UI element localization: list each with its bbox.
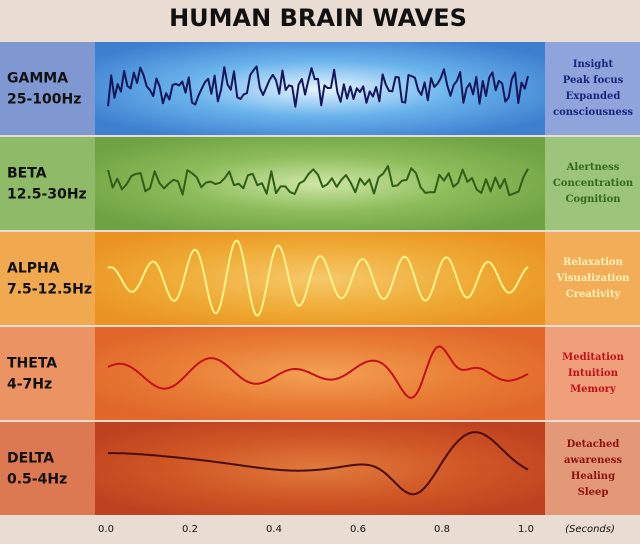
band-effect-cell bbox=[545, 137, 640, 230]
band-name: ALPHA bbox=[7, 261, 60, 277]
band-effect: Meditation bbox=[562, 352, 624, 363]
axis-tick-label: 0.0 bbox=[98, 524, 114, 535]
band-range: 0.5-4Hz bbox=[7, 472, 67, 488]
band-effect: Sleep bbox=[578, 487, 609, 498]
band-effect: Insight bbox=[573, 59, 614, 70]
band-effect: Detached bbox=[567, 439, 620, 450]
waveform bbox=[107, 239, 529, 317]
band-wave-cell bbox=[95, 137, 545, 230]
band-label-cell bbox=[0, 137, 95, 230]
band-effect: Healing bbox=[571, 471, 615, 482]
band-effect: awareness bbox=[564, 455, 622, 466]
band-name: BETA bbox=[7, 166, 47, 182]
axis-unit: (Seconds) bbox=[565, 524, 615, 535]
band-wave-cell bbox=[95, 327, 545, 420]
band-range: 12.5-30Hz bbox=[7, 187, 87, 203]
band-effect: Creativity bbox=[566, 289, 622, 300]
band-range: 4-7Hz bbox=[7, 377, 52, 393]
band-name: GAMMA bbox=[7, 71, 68, 87]
waveform bbox=[108, 431, 529, 496]
waveform bbox=[107, 345, 529, 399]
band-label-cell bbox=[0, 422, 95, 515]
band-wave-cell bbox=[95, 422, 545, 515]
band-effect-cell bbox=[545, 422, 640, 515]
band-effect: Intuition bbox=[568, 368, 619, 379]
axis-tick-label: 1.0 bbox=[518, 524, 534, 535]
axis-tick-label: 0.8 bbox=[434, 524, 450, 535]
band-effect-cell bbox=[545, 327, 640, 420]
band-effect: Alertness bbox=[566, 162, 620, 173]
band-effect: Visualization bbox=[556, 273, 631, 284]
band-effect: Relaxation bbox=[563, 257, 623, 268]
band-label-cell bbox=[0, 232, 95, 325]
band-effect: Memory bbox=[570, 384, 617, 395]
band-label-cell bbox=[0, 42, 95, 135]
band-effect: Peak focus bbox=[563, 75, 624, 86]
title: HUMAN BRAIN WAVES bbox=[169, 4, 467, 32]
axis-tick-label: 0.4 bbox=[266, 524, 282, 535]
band-effect: Concentration bbox=[553, 178, 634, 189]
band-effect-cell bbox=[545, 42, 640, 135]
band-name: DELTA bbox=[7, 451, 54, 467]
band-name: THETA bbox=[7, 356, 57, 372]
band-effect-cell bbox=[545, 232, 640, 325]
axis-tick-label: 0.2 bbox=[182, 524, 198, 535]
band-range: 7.5-12.5Hz bbox=[7, 282, 92, 298]
band-range: 25-100Hz bbox=[7, 92, 81, 108]
waveform bbox=[107, 65, 529, 108]
axis-tick-label: 0.6 bbox=[350, 524, 366, 535]
waveform bbox=[107, 165, 529, 197]
band-label-cell bbox=[0, 327, 95, 420]
band-effect: consciousness bbox=[553, 107, 633, 118]
band-effect: Expanded bbox=[566, 91, 621, 102]
band-wave-cell bbox=[95, 232, 545, 325]
band-effect: Cognition bbox=[565, 194, 621, 205]
